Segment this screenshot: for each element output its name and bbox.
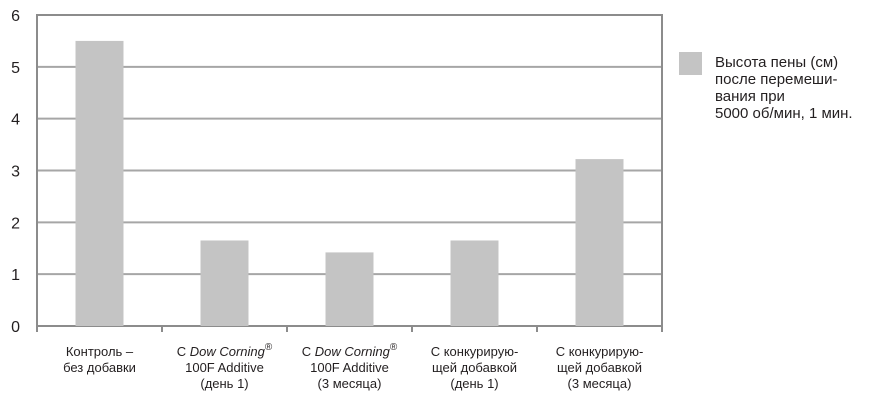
bar (575, 159, 624, 326)
x-category-label: Контроль – без добавки (63, 344, 136, 375)
y-tick-label: 0 (11, 319, 20, 336)
y-tick-label: 6 (11, 8, 20, 25)
legend-label: Высота пены (см) после перемеши-вания при… (715, 54, 853, 122)
bar (325, 252, 374, 326)
bar (200, 240, 249, 326)
bar (450, 240, 499, 326)
x-category-label: C Dow Corning® 100F Additive (3 месяца) (302, 342, 398, 391)
y-tick-label: 4 (11, 112, 20, 129)
x-category-label: C Dow Corning® 100F Additive (день 1) (177, 342, 273, 391)
x-category-label: С конкурирую-щей добавкой (3 месяца) (556, 344, 644, 391)
y-tick-label: 3 (11, 164, 20, 181)
y-tick-label: 2 (11, 215, 20, 232)
x-category-label: С конкурирую-щей добавкой (день 1) (431, 344, 519, 391)
y-tick-label: 5 (11, 60, 20, 77)
bar (75, 40, 124, 327)
legend-swatch (679, 52, 702, 75)
y-tick-label: 1 (11, 267, 20, 284)
